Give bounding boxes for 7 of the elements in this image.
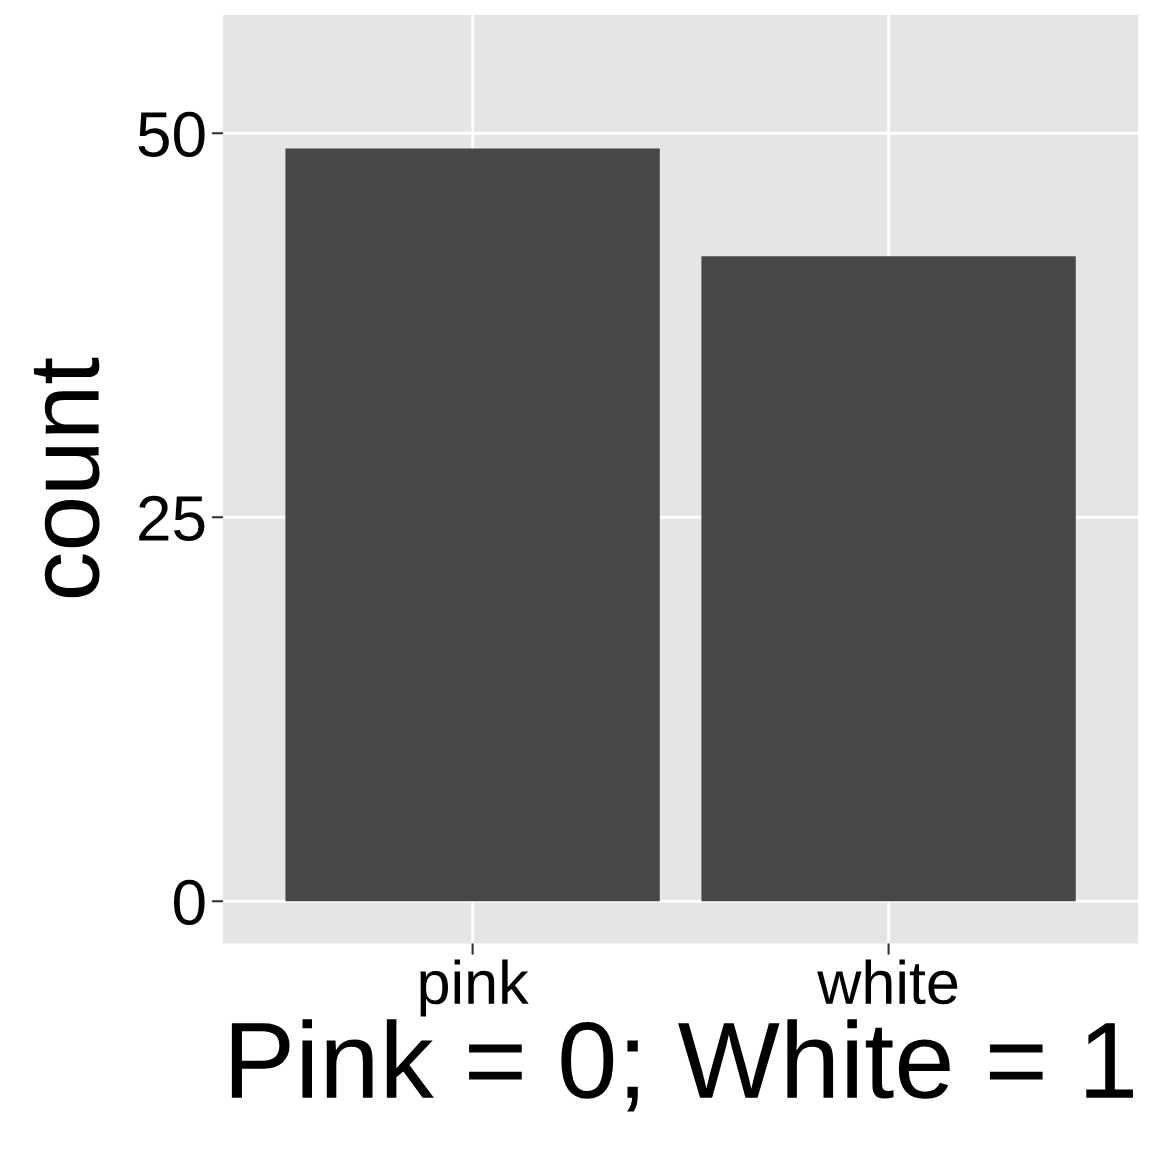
y-tick-label: 25 (139, 495, 205, 542)
x-tick-label: pink (420, 959, 529, 1017)
y-tick-label: 0 (174, 879, 205, 926)
y-tick-label: 50 (138, 111, 205, 158)
x-axis-title: Pink = 0; White = 1 (231, 1019, 1133, 1112)
y-axis-title: count (33, 357, 100, 598)
x-tick-label: white (817, 959, 958, 1005)
